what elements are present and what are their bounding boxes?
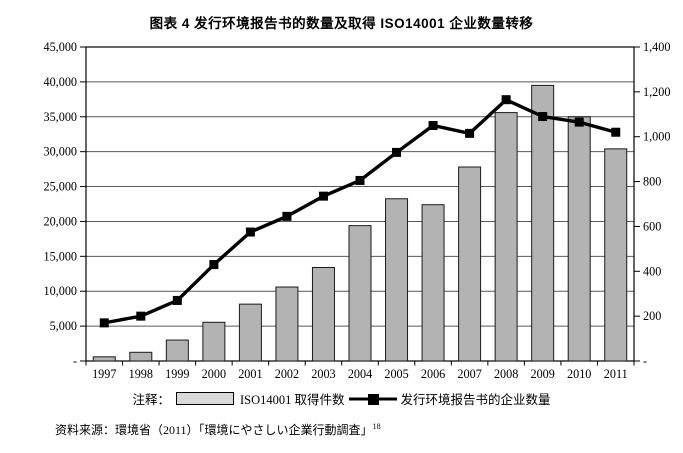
line-marker-2000 xyxy=(209,260,219,270)
right-axis-label: 1,000 xyxy=(643,130,670,144)
line-marker-1999 xyxy=(172,295,182,305)
bar-2004 xyxy=(348,225,372,362)
x-axis-label: 1997 xyxy=(92,367,116,381)
right-axis-label: 400 xyxy=(643,264,661,278)
chart-title: 图表 4 发行环境报告书的数量及取得 ISO14001 企业数量转移 xyxy=(149,16,534,31)
chart-legend: 注释： ISO14001 取得件数 发行环境报告书的企业数量 xyxy=(0,389,683,408)
right-axis-label: 1,400 xyxy=(643,40,670,54)
bar-2011 xyxy=(604,148,628,362)
left-axis-label: 30,000 xyxy=(43,145,77,159)
x-axis-label: 2003 xyxy=(311,367,335,381)
line-marker-2010 xyxy=(574,117,584,127)
legend-bar-label: ISO14001 取得件数 xyxy=(239,393,345,407)
bar-2000 xyxy=(202,321,226,362)
left-axis-label: 15,000 xyxy=(43,249,77,263)
x-axis-label: 1999 xyxy=(165,367,189,381)
legend-bar-swatch-icon xyxy=(175,392,234,405)
right-axis-label: 200 xyxy=(643,309,661,323)
bar-1999 xyxy=(165,339,189,362)
x-axis-label: 2011 xyxy=(604,367,628,381)
left-axis-label: 35,000 xyxy=(43,110,77,124)
source-citation: 资料来源：環境省（2011）「環境にやさしい企業行動調査」18 xyxy=(55,421,381,438)
legend-line-label: 发行环境报告书的企业数量 xyxy=(400,393,551,407)
bar-2010 xyxy=(567,116,591,362)
right-axis-label: - xyxy=(643,354,647,368)
bar-2008 xyxy=(494,112,518,362)
line-marker-2002 xyxy=(282,211,292,221)
x-axis-label: 2004 xyxy=(348,367,372,381)
right-axis-label: 1,200 xyxy=(643,85,670,99)
legend-line-marker-icon xyxy=(348,393,397,405)
line-marker-2009 xyxy=(538,112,548,122)
legend-prefix-label: 注释： xyxy=(132,393,170,407)
left-axis-label: 45,000 xyxy=(43,40,77,54)
line-marker-2007 xyxy=(465,128,475,138)
line-marker-2008 xyxy=(501,95,511,105)
bar-2003 xyxy=(311,266,335,362)
left-axis-label: - xyxy=(73,354,77,368)
bar-2006 xyxy=(421,204,445,362)
bar-2005 xyxy=(385,198,409,362)
line-marker-1997 xyxy=(99,318,109,328)
x-axis-label: 2006 xyxy=(421,367,445,381)
bar-2007 xyxy=(458,166,482,362)
x-axis-label: 2000 xyxy=(202,367,226,381)
bar-2002 xyxy=(275,286,299,362)
x-axis-label: 1998 xyxy=(129,367,153,381)
x-axis-label: 2002 xyxy=(275,367,299,381)
x-axis-label: 2008 xyxy=(494,367,518,381)
x-axis-label: 2007 xyxy=(457,367,481,381)
left-axis-label: 5,000 xyxy=(50,319,77,333)
bar-1997 xyxy=(92,356,116,362)
left-axis-label: 25,000 xyxy=(43,180,77,194)
source-text: 资料来源：環境省（2011）「環境にやさしい企業行動調査」 xyxy=(55,423,373,437)
bar-2001 xyxy=(238,303,262,362)
x-axis-label: 2005 xyxy=(384,367,408,381)
line-marker-2005 xyxy=(392,147,402,157)
left-axis-label: 40,000 xyxy=(43,75,77,89)
x-axis-label: 2001 xyxy=(238,367,262,381)
left-axis-label: 20,000 xyxy=(43,214,77,228)
x-axis-label: 2010 xyxy=(567,367,591,381)
chart-canvas: 45,000 40,000 35,000 30,000 25,000 20,000 15,0… xyxy=(43,40,670,381)
x-axis-label: 2009 xyxy=(530,367,554,381)
bar-2009 xyxy=(531,84,555,362)
source-footnote-number: 18 xyxy=(372,422,381,431)
right-axis-label: 800 xyxy=(643,175,661,189)
combo-chart: 45,000 40,000 35,000 30,000 25,000 20,000 15,0… xyxy=(0,38,683,388)
line-marker-2004 xyxy=(355,175,365,185)
line-marker-2001 xyxy=(245,227,255,237)
line-marker-2006 xyxy=(428,121,438,130)
left-axis-label: 10,000 xyxy=(43,284,77,298)
line-marker-2003 xyxy=(318,191,328,201)
line-marker-1998 xyxy=(136,311,146,321)
right-axis-label: 600 xyxy=(643,219,661,233)
bar-1998 xyxy=(129,351,153,362)
line-marker-2011 xyxy=(611,127,621,137)
